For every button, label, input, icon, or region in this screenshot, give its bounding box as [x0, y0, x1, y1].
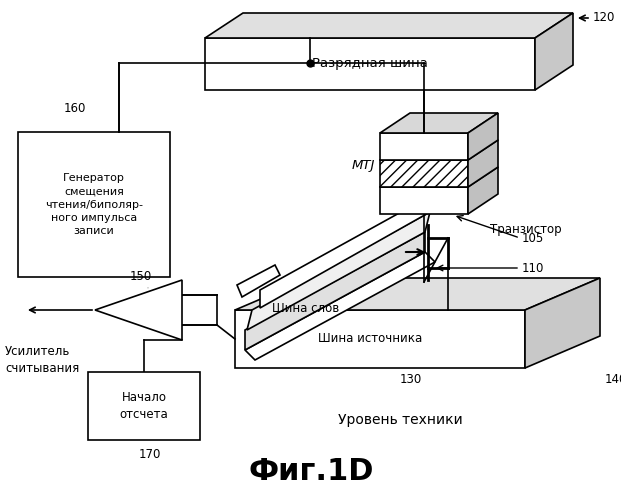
- Polygon shape: [205, 13, 573, 38]
- Text: 110: 110: [522, 262, 545, 275]
- Polygon shape: [380, 113, 498, 133]
- Text: Шина источника: Шина источника: [318, 332, 422, 345]
- Text: 120: 120: [593, 11, 615, 24]
- Polygon shape: [260, 196, 430, 308]
- Polygon shape: [525, 278, 600, 368]
- Polygon shape: [468, 113, 498, 160]
- Text: 105: 105: [522, 232, 544, 245]
- Polygon shape: [235, 310, 525, 368]
- Text: 170: 170: [139, 448, 161, 461]
- Text: Усилитель
считывания: Усилитель считывания: [5, 345, 79, 375]
- Polygon shape: [245, 232, 425, 350]
- Polygon shape: [468, 167, 498, 214]
- Text: Фиг.1D: Фиг.1D: [248, 458, 374, 486]
- Polygon shape: [95, 280, 182, 340]
- Polygon shape: [380, 160, 468, 187]
- Polygon shape: [468, 140, 498, 187]
- Text: 130: 130: [400, 373, 422, 386]
- Polygon shape: [535, 13, 573, 90]
- Text: 140: 140: [605, 373, 621, 386]
- Polygon shape: [88, 372, 200, 440]
- Polygon shape: [380, 187, 468, 214]
- Polygon shape: [245, 252, 435, 360]
- Text: 160: 160: [64, 102, 86, 115]
- Polygon shape: [380, 167, 498, 187]
- Text: Генератор
смещения
чтения/биполяр-
ного импульса
записи: Генератор смещения чтения/биполяр- ного …: [45, 173, 143, 236]
- Text: Разрядная шина: Разрядная шина: [312, 58, 428, 70]
- Text: Шина слов: Шина слов: [272, 302, 339, 314]
- Polygon shape: [380, 133, 468, 160]
- Text: Уровень техники: Уровень техники: [338, 413, 463, 427]
- Polygon shape: [205, 38, 535, 90]
- Polygon shape: [18, 132, 170, 277]
- Text: MTJ: MTJ: [351, 158, 375, 172]
- Polygon shape: [380, 140, 498, 160]
- Polygon shape: [235, 278, 600, 310]
- Text: 150: 150: [130, 270, 152, 283]
- Polygon shape: [237, 265, 280, 297]
- Polygon shape: [247, 212, 430, 330]
- Text: Транзистор: Транзистор: [490, 224, 561, 236]
- Text: Начало
отсчета: Начало отсчета: [120, 391, 168, 421]
